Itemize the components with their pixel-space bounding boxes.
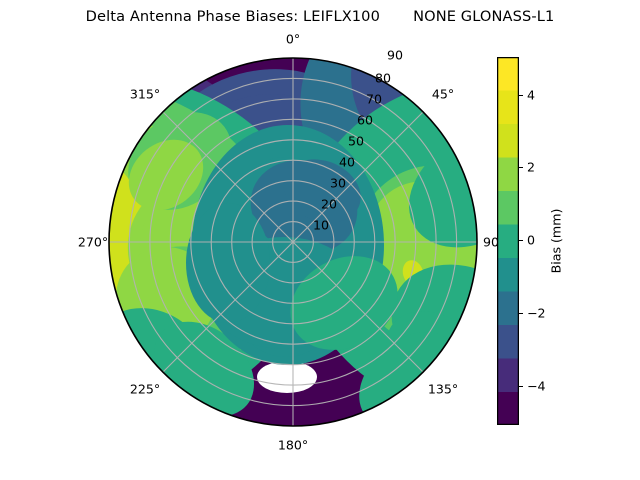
polar-axes: 0° 45° 90 135° 180° 225° 270° 315° 10 20…	[78, 32, 499, 453]
colorbar-tick-m2: −2	[527, 305, 546, 321]
colorbar-tickmark-2	[519, 167, 523, 169]
colorbar-tickmark-0	[519, 240, 523, 242]
colorbar-tick-m4: −4	[527, 378, 546, 394]
colorbar-tickmark-4	[519, 95, 523, 97]
polar-angular-tick-45: 45°	[431, 86, 455, 102]
polar-angular-tick-270: 270°	[77, 234, 109, 250]
polar-outer-spine	[108, 57, 478, 427]
polar-grid	[109, 58, 477, 426]
polar-angular-tick-225: 225°	[129, 381, 161, 397]
polar-radial-tick-80: 80	[374, 70, 392, 86]
polar-radial-tick-90: 90	[386, 47, 404, 63]
polar-angular-tick-90: 90	[482, 234, 500, 250]
polar-radial-tick-20: 20	[320, 196, 338, 212]
colorbar-tick-4: 4	[527, 87, 536, 103]
colorbar: 4 2 0 −2 −4	[497, 57, 546, 425]
colorbar-tick-0: 0	[527, 232, 536, 248]
colorbar-gradient	[497, 57, 519, 425]
polar-angular-tick-315: 315°	[129, 86, 161, 102]
colorbar-tickmark-m4	[519, 386, 523, 388]
figure-title: Delta Antenna Phase Biases: LEIFLX100 NO…	[85, 8, 555, 25]
colorbar-axis-label: Bias (mm)	[548, 208, 564, 274]
polar-angular-tick-180: 180°	[277, 437, 309, 453]
polar-angular-tick-0: 0°	[285, 31, 301, 47]
polar-angular-tick-135: 135°	[427, 381, 459, 397]
polar-radial-tick-10: 10	[312, 217, 330, 233]
polar-radial-tick-60: 60	[356, 112, 374, 128]
polar-radial-tick-50: 50	[347, 133, 365, 149]
colorbar-tickmark-m2	[519, 313, 523, 315]
polar-radial-tick-30: 30	[329, 175, 347, 191]
polar-contour-plot	[108, 57, 478, 427]
polar-radial-tick-70: 70	[365, 91, 383, 107]
polar-radial-tick-40: 40	[338, 154, 356, 170]
colorbar-tick-2: 2	[527, 159, 536, 175]
